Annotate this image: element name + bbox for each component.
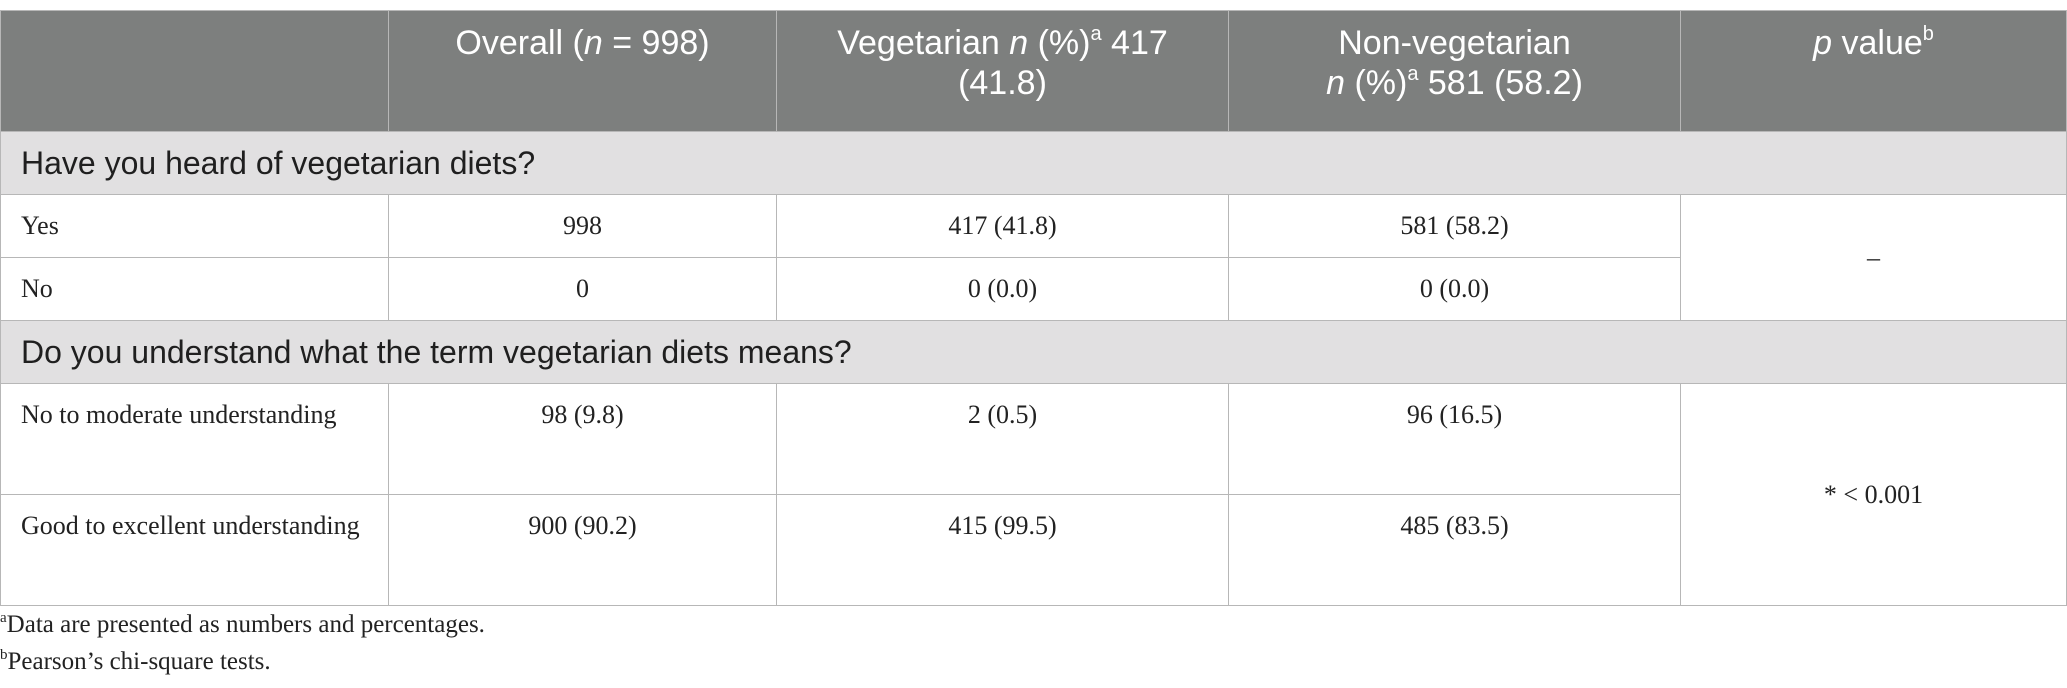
table-row: Good to excellent understanding 900 (90.… (0, 494, 2067, 606)
vegetarian-cell: 0 (0.0) (776, 257, 1229, 321)
overall-cell: 900 (90.2) (388, 494, 777, 606)
header-p-post: value (1832, 24, 1923, 62)
results-table: Overall (n = 998) Vegetarian n (%)a 417 … (0, 10, 2067, 606)
header-overall: Overall (n = 998) (388, 10, 777, 132)
non-vegetarian-cell: 581 (58.2) (1228, 194, 1681, 258)
header-veg-pre: Vegetarian (837, 24, 1010, 62)
row-label: No to moderate understanding (0, 383, 389, 495)
p-value-cell: * < 0.001 (1680, 383, 2067, 606)
header-p-footnote-mark: b (1922, 23, 1934, 45)
results-table-container: Overall (n = 998) Vegetarian n (%)a 417 … (0, 10, 2067, 606)
overall-cell: 0 (388, 257, 777, 321)
header-overall-pre: Overall ( (455, 24, 584, 62)
section-row: Have you heard of vegetarian diets? (0, 131, 2067, 195)
footnote-mark: b (0, 647, 8, 663)
footnote-text: Pearson’s chi-square tests. (7, 648, 271, 675)
header-p-value: p valueb (1680, 10, 2067, 132)
section-row: Do you understand what the term vegetari… (0, 320, 2067, 384)
overall-cell: 98 (9.8) (388, 383, 777, 495)
header-veg-footnote-mark: a (1090, 23, 1102, 45)
header-non-vegetarian: Non-vegetarian n (%)a 581 (58.2) (1228, 10, 1681, 132)
header-veg-post: 417 (41.8) (958, 24, 1168, 102)
header-nonveg-footnote-mark: a (1407, 63, 1419, 85)
vegetarian-cell: 415 (99.5) (776, 494, 1229, 606)
footnote-mark: a (0, 610, 7, 626)
non-vegetarian-cell: 485 (83.5) (1228, 494, 1681, 606)
vegetarian-cell: 417 (41.8) (776, 194, 1229, 258)
vegetarian-cell: 2 (0.5) (776, 383, 1229, 495)
table-body: Have you heard of vegetarian diets? Yes … (0, 131, 2067, 606)
header-overall-post: = 998) (602, 24, 710, 62)
header-veg-n: n (1009, 24, 1029, 62)
header-nonveg-n: n (1326, 64, 1345, 102)
section-title: Do you understand what the term vegetari… (0, 320, 2067, 384)
header-vegetarian: Vegetarian n (%)a 417 (41.8) (776, 10, 1229, 132)
header-nonveg-pre: Non-vegetarian (1338, 24, 1571, 62)
header-nonveg-mid: (%) (1345, 64, 1408, 102)
table-header: Overall (n = 998) Vegetarian n (%)a 417 … (0, 10, 2067, 132)
header-nonveg-post: 581 (58.2) (1418, 64, 1583, 102)
section-title: Have you heard of vegetarian diets? (0, 131, 2067, 195)
footnote-text: Data are presented as numbers and percen… (6, 611, 485, 638)
footnote-a: aData are presented as numbers and perce… (0, 606, 485, 643)
row-label: Yes (0, 194, 389, 258)
table-row: No to moderate understanding 98 (9.8) 2 … (0, 383, 2067, 606)
header-veg-mid: (%) (1028, 24, 1091, 62)
row-label: No (0, 257, 389, 321)
p-value-cell: – (1680, 194, 2067, 321)
non-vegetarian-cell: 0 (0.0) (1228, 257, 1681, 321)
footnote-b: bPearson’s chi-square tests. (0, 643, 485, 680)
header-row: Overall (n = 998) Vegetarian n (%)a 417 … (0, 10, 2067, 132)
header-p-letter: p (1813, 24, 1833, 62)
header-overall-n: n (583, 24, 603, 62)
overall-cell: 998 (388, 194, 777, 258)
table-row: Yes 998 417 (41.8) 581 (58.2) – (0, 194, 2067, 321)
table-row: No 0 0 (0.0) 0 (0.0) (0, 257, 2067, 321)
header-empty-cell (0, 10, 389, 132)
row-label: Good to excellent understanding (0, 494, 389, 606)
footnotes: aData are presented as numbers and perce… (0, 606, 485, 680)
non-vegetarian-cell: 96 (16.5) (1228, 383, 1681, 495)
